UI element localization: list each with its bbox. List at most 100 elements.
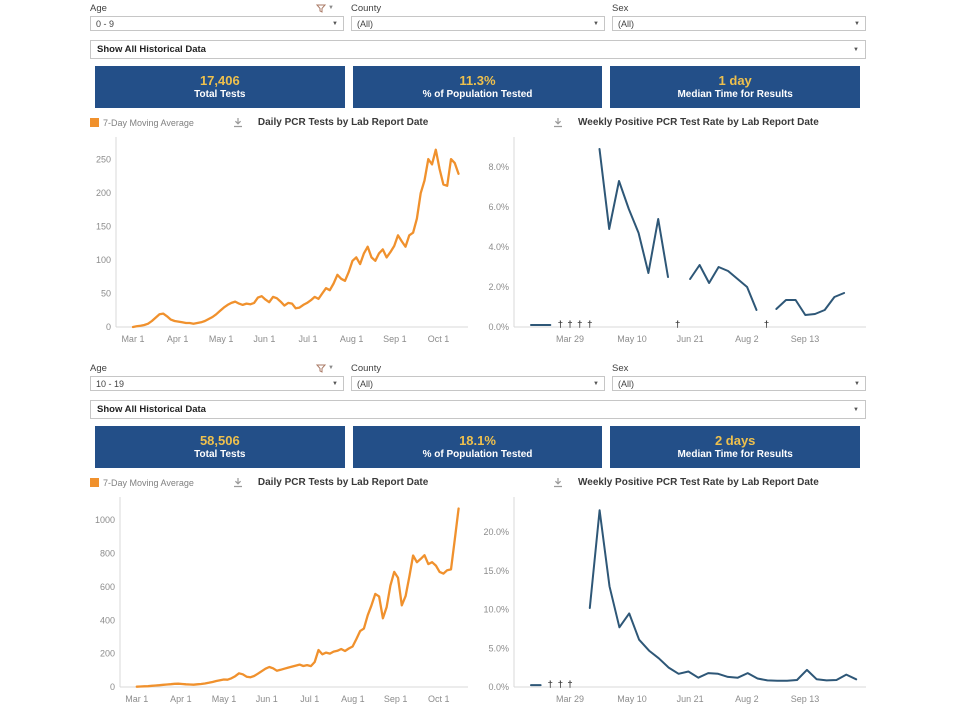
svg-text:200: 200 [96,188,111,198]
svg-text:250: 250 [96,155,111,165]
county-filter-label: County [351,362,382,374]
positive-rate-chart[interactable]: 0.0% 5.0% 10.0% 15.0% 20.0% Mar 29 May 10 Jun 2… [480,493,868,715]
svg-text:8.0%: 8.0% [488,162,509,172]
kpi-total-tests: 17,406 Total Tests [95,66,345,108]
chart-title: Weekly Positive PCR Test Rate by Lab Rep… [578,477,819,488]
kpi-label: Median Time for Results [677,449,793,460]
dashboard-section-age-10-19: Age ▼ 10 - 19 ▼ County (All) ▼ [90,360,868,718]
sex-filter-select[interactable]: (All) ▼ [612,16,866,31]
historical-data-select[interactable]: Show All Historical Data ▼ [90,400,866,419]
kpi-population-tested: 11.3% % of Population Tested [352,66,603,108]
download-icon[interactable] [552,117,564,128]
age-filter: Age ▼ 0 - 9 ▼ [90,2,344,32]
kpi-label: Total Tests [194,89,246,100]
suppressed-data-dagger: † [764,319,769,330]
county-filter-select[interactable]: (All) ▼ [351,16,605,31]
age-filter-select[interactable]: 10 - 19 ▼ [90,376,344,391]
suppressed-data-dagger: † [567,319,572,330]
caret-down-icon: ▼ [328,5,334,11]
sex-filter-label: Sex [612,2,629,14]
svg-text:5.0%: 5.0% [488,643,509,653]
svg-text:20.0%: 20.0% [483,527,509,537]
caret-down-icon: ▼ [332,380,338,387]
kpi-label: Median Time for Results [677,89,793,100]
svg-text:May 10: May 10 [617,694,647,704]
kpi-median-time: 1 day Median Time for Results [610,66,861,108]
download-icon[interactable] [232,477,244,488]
svg-text:1000: 1000 [95,515,115,525]
age-filter-label: Age [90,2,107,14]
daily-tests-chart[interactable]: 0 50 100 150 200 250 Mar 1 Apr 1 May 1 Jun 1 Jul 1… [90,133,470,355]
kpi-population-tested: 18.1% % of Population Tested [352,426,603,468]
svg-text:0.0%: 0.0% [488,322,509,332]
kpi-value: 2 days [714,433,756,448]
historical-data-value: Show All Historical Data [97,44,206,55]
kpi-row: 17,406 Total Tests 11.3% % of Population… [95,66,861,108]
kpi-value: 17,406 [199,73,240,88]
filter-funnel-icon[interactable]: ▼ [316,4,334,13]
download-icon[interactable] [232,117,244,128]
charts-row: 7-Day Moving Average Daily PCR Tests by … [90,112,868,358]
historical-data-select[interactable]: Show All Historical Data ▼ [90,40,866,59]
filter-row: Age ▼ 0 - 9 ▼ County (All) ▼ [90,2,866,32]
sex-filter: Sex (All) ▼ [612,362,866,392]
svg-text:Jun 21: Jun 21 [677,694,704,704]
age-filter-value: 10 - 19 [96,378,125,389]
suppressed-data-dagger: † [548,679,553,690]
svg-text:Sep 1: Sep 1 [383,334,407,344]
kpi-value: 18.1% [459,433,496,448]
positive-rate-chart-panel: Weekly Positive PCR Test Rate by Lab Rep… [480,472,868,720]
county-filter-label: County [351,2,382,14]
county-filter-select[interactable]: (All) ▼ [351,376,605,391]
kpi-label: % of Population Tested [422,449,533,460]
filter-row: Age ▼ 10 - 19 ▼ County (All) ▼ [90,362,866,392]
daily-tests-chart-panel: 7-Day Moving Average Daily PCR Tests by … [90,472,470,720]
chart-title: Daily PCR Tests by Lab Report Date [257,477,429,488]
svg-text:200: 200 [100,649,115,659]
svg-text:0: 0 [106,322,111,332]
kpi-label: % of Population Tested [422,89,533,100]
svg-text:Aug 1: Aug 1 [340,334,364,344]
legend-swatch-icon [90,118,99,127]
svg-text:May 1: May 1 [212,694,237,704]
positive-rate-chart[interactable]: 0.0% 2.0% 4.0% 6.0% 8.0% Mar 29 May 10 Jun 21 Au… [480,133,868,355]
svg-text:100: 100 [96,255,111,265]
caret-down-icon: ▼ [853,406,859,413]
kpi-value: 1 day [718,73,752,88]
svg-text:Jul 1: Jul 1 [299,334,318,344]
svg-text:600: 600 [100,582,115,592]
svg-text:Jun 21: Jun 21 [677,334,704,344]
svg-text:May 10: May 10 [617,334,647,344]
svg-text:Aug 2: Aug 2 [735,334,759,344]
county-filter: County (All) ▼ [351,2,605,32]
caret-down-icon: ▼ [593,20,599,27]
svg-text:800: 800 [100,549,115,559]
suppressed-data-dagger: † [558,319,563,330]
age-filter: Age ▼ 10 - 19 ▼ [90,362,344,392]
age-filter-label: Age [90,362,107,374]
filter-funnel-icon[interactable]: ▼ [316,364,334,373]
dashboard-section-age-0-9: Age ▼ 0 - 9 ▼ County (All) ▼ [90,0,868,358]
daily-tests-chart[interactable]: 0 200 400 600 800 1000 Mar 1 Apr 1 May 1 Jun 1 Jul… [90,493,470,715]
svg-text:May 1: May 1 [209,334,234,344]
svg-text:50: 50 [101,289,111,299]
sex-filter-value: (All) [618,378,634,389]
kpi-value: 58,506 [199,433,240,448]
kpi-total-tests: 58,506 Total Tests [95,426,345,468]
legend: 7-Day Moving Average [90,118,194,128]
caret-down-icon: ▼ [853,46,859,53]
svg-text:Jun 1: Jun 1 [253,334,275,344]
sex-filter: Sex (All) ▼ [612,2,866,32]
svg-text:Mar 1: Mar 1 [121,334,144,344]
svg-text:2.0%: 2.0% [488,282,509,292]
suppressed-data-dagger: † [587,319,592,330]
charts-row: 7-Day Moving Average Daily PCR Tests by … [90,472,868,718]
sex-filter-select[interactable]: (All) ▼ [612,376,866,391]
svg-text:Apr 1: Apr 1 [167,334,189,344]
download-icon[interactable] [552,477,564,488]
kpi-label: Total Tests [194,449,246,460]
age-filter-select[interactable]: 0 - 9 ▼ [90,16,344,31]
legend-swatch-icon [90,478,99,487]
caret-down-icon: ▼ [593,380,599,387]
